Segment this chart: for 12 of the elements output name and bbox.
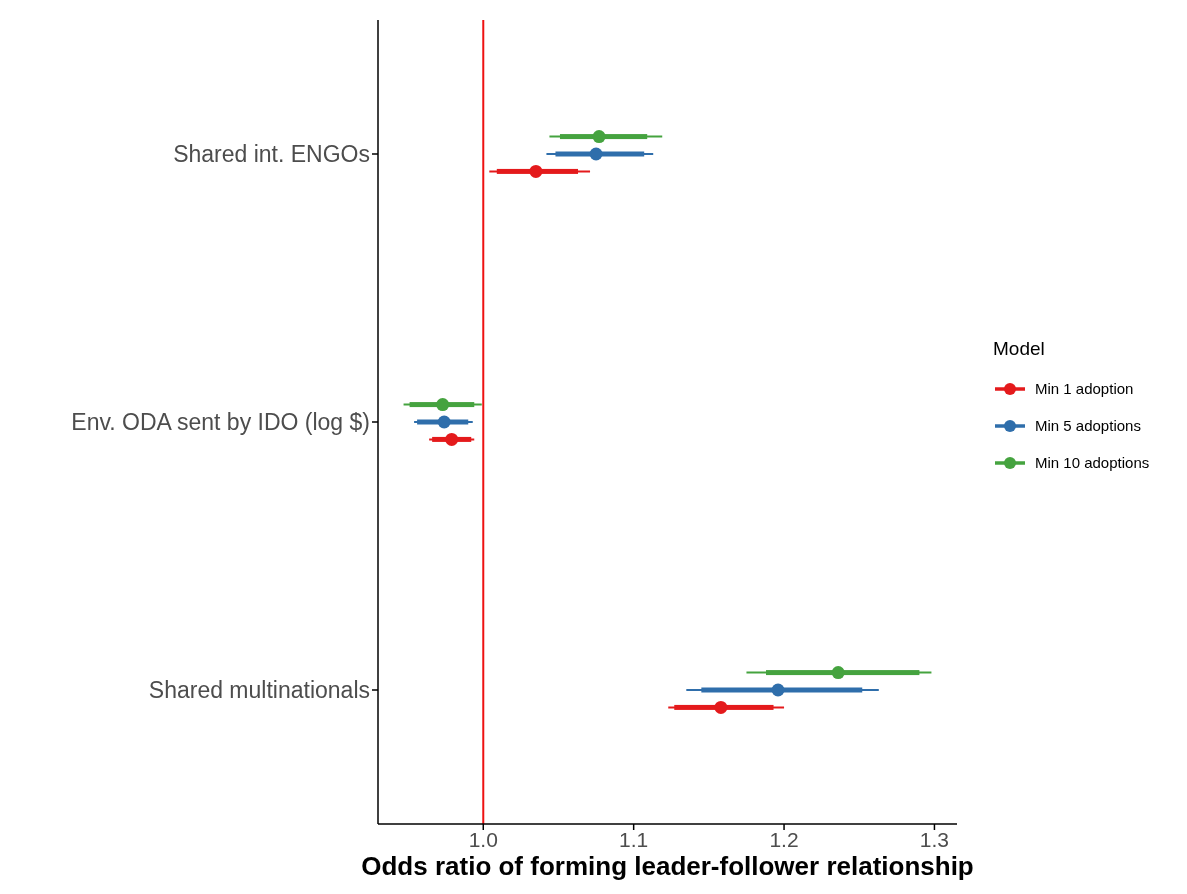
- x-tick-label: 1.2: [769, 827, 799, 851]
- legend-label: Min 1 adoption: [1035, 380, 1134, 397]
- legend-label: Min 10 adoptions: [1035, 454, 1150, 471]
- x-tick-label: 1.0: [468, 827, 498, 851]
- legend-label: Min 5 adoptions: [1035, 417, 1141, 434]
- x-tick-label: 1.1: [619, 827, 649, 851]
- y-tick-label: Shared multinationals: [148, 677, 370, 704]
- x-axis-title: Odds ratio of forming leader-follower relationship: [361, 851, 974, 881]
- y-tick-label: Env. ODA sent by IDO (log $): [71, 409, 370, 436]
- legend-title: Model: [993, 338, 1046, 360]
- x-tick-label: 1.3: [919, 827, 950, 851]
- y-tick-label: Shared int. ENGOs: [173, 141, 370, 168]
